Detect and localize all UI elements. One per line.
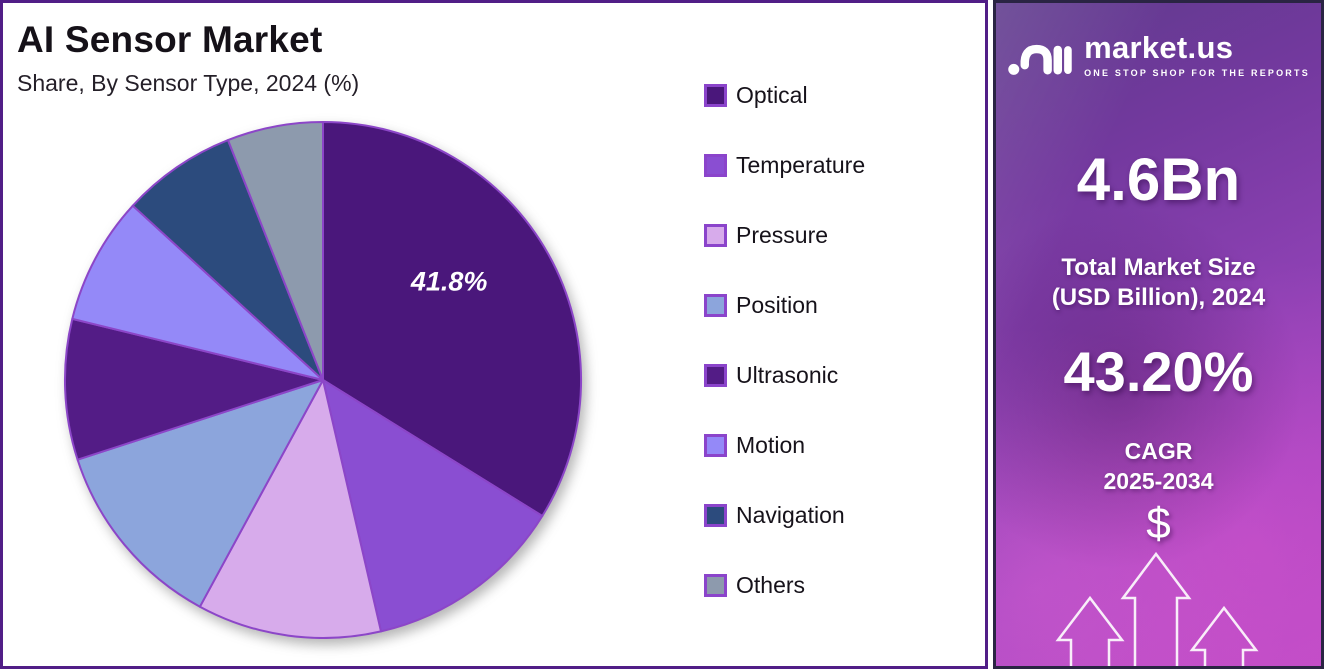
cagr-label-line1: CAGR: [1124, 438, 1193, 464]
chart-subtitle: Share, By Sensor Type, 2024 (%): [17, 70, 360, 96]
dollar-icon: $: [1146, 499, 1171, 548]
pie-slice-ultrasonic: [63, 317, 324, 461]
pie-slice-optical: [322, 121, 583, 517]
market-size-value: 4.6Bn: [1076, 146, 1241, 213]
brand-tagline: ONE STOP SHOP FOR THE REPORTS: [1084, 68, 1310, 78]
market-size-label-line1: Total Market Size: [1061, 254, 1256, 281]
info-panel: market.us ONE STOP SHOP FOR THE REPORTS …: [993, 0, 1324, 669]
brand-text: market.us ONE STOP SHOP FOR THE REPORTS: [1084, 32, 1310, 78]
legend-item: Optical: [704, 84, 865, 107]
legend-swatch: [704, 364, 727, 387]
cagr-label: CAGR 2025-2034: [996, 437, 1321, 497]
legend-item: Temperature: [704, 154, 865, 177]
brand-row: market.us ONE STOP SHOP FOR THE REPORTS: [996, 31, 1321, 79]
legend-label: Navigation: [736, 502, 845, 528]
legend-item: Pressure: [704, 224, 865, 247]
legend-label: Pressure: [736, 222, 829, 248]
legend-swatch: [704, 294, 727, 317]
marketus-logo-icon: [1008, 44, 1072, 75]
legend-item: Ultrasonic: [704, 364, 865, 387]
legend-swatch: [704, 224, 727, 247]
legend-item: Others: [704, 574, 865, 597]
pie-slice-motion: [71, 204, 324, 381]
brand-name: market.us: [1084, 30, 1234, 65]
legend-label: Position: [736, 292, 818, 318]
legend-label: Ultrasonic: [736, 362, 839, 388]
legend: Optical Temperature Pressure Position Ul…: [704, 84, 865, 597]
market-size-label-line2: (USD Billion), 2024: [1051, 284, 1266, 311]
title-block: AI Sensor Market Share, By Sensor Type, …: [17, 19, 359, 97]
market-size-label: Total Market Size (USD Billion), 2024: [996, 253, 1321, 313]
pie-data-label: 41.8%: [410, 267, 488, 297]
pie-chart: 41.8%: [59, 116, 587, 644]
legend-item: Navigation: [704, 504, 865, 527]
legend-swatch: [704, 574, 727, 597]
chart-panel: AI Sensor Market Share, By Sensor Type, …: [0, 0, 988, 669]
legend-label: Others: [736, 572, 806, 598]
growth-arrows-icon: [1055, 551, 1259, 666]
legend-item: Motion: [704, 434, 865, 457]
legend-label: Optical: [736, 82, 808, 108]
legend-swatch: [704, 84, 727, 107]
pie-svg: 41.8%: [63, 120, 583, 639]
pie-slice-temperature: [322, 379, 544, 633]
legend-item: Position: [704, 294, 865, 317]
legend-label: Motion: [736, 432, 806, 458]
cagr-value: 43.20%: [1063, 340, 1254, 403]
legend-swatch: [704, 504, 727, 527]
pie-slice-pressure: [198, 379, 382, 639]
pie-slice-others: [227, 120, 324, 381]
pie-slice-navigation: [131, 139, 324, 381]
legend-label: Temperature: [736, 152, 866, 178]
pie-slice-position: [76, 379, 324, 608]
legend-swatch: [704, 154, 727, 177]
cagr-label-line2: 2025-2034: [1103, 467, 1214, 494]
page-title: AI Sensor Market: [17, 19, 323, 60]
legend-swatch: [704, 434, 727, 457]
